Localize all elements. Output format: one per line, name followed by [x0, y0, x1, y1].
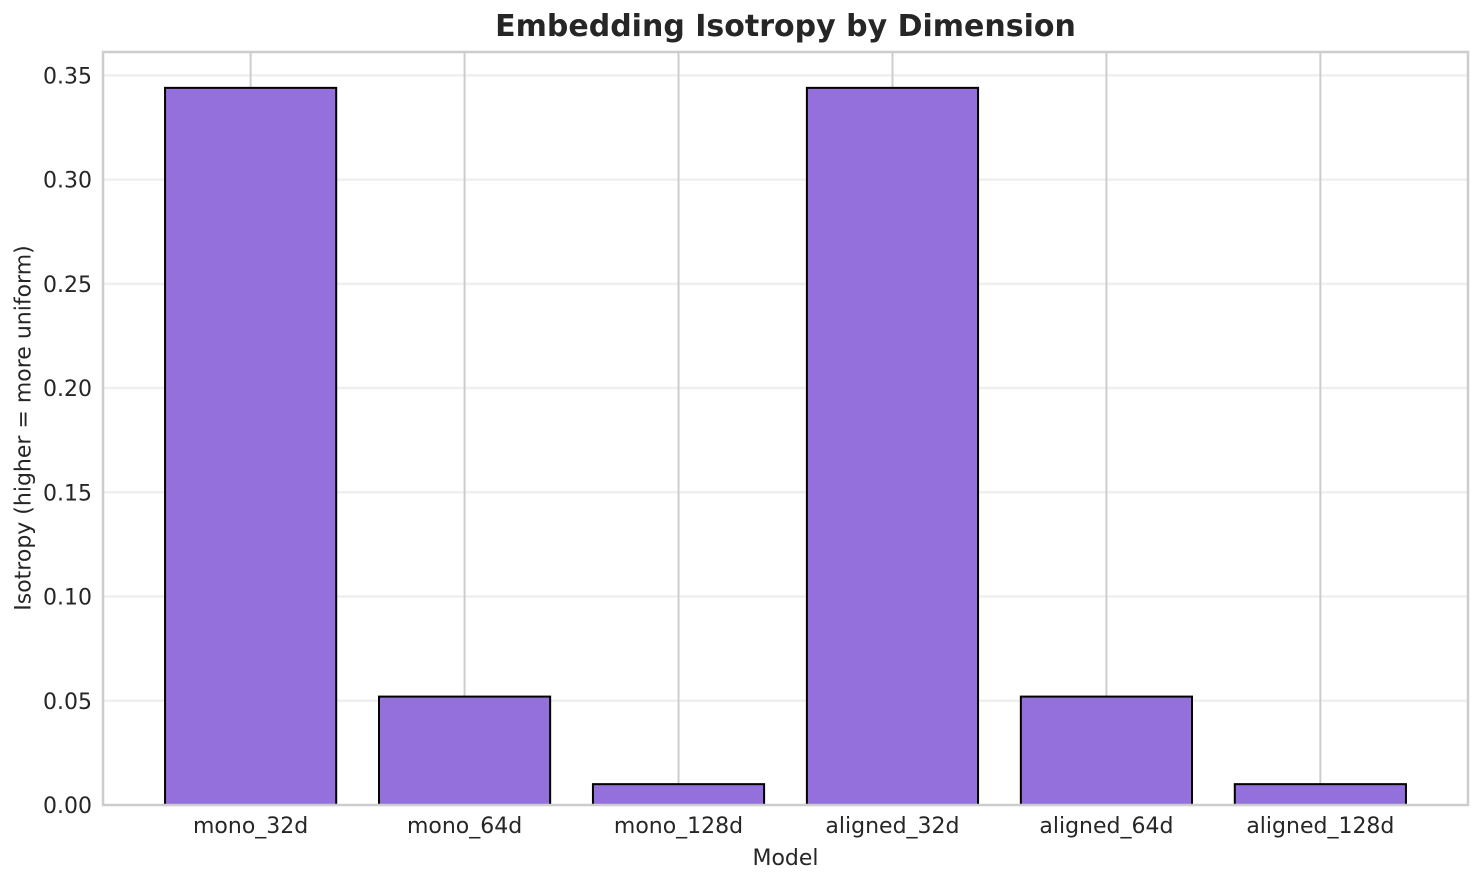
bar-mono_64d — [377, 695, 552, 806]
y-tick-label: 0.15 — [43, 481, 92, 506]
y-tick-label: 0.35 — [43, 64, 92, 89]
bar-aligned_32d — [805, 86, 980, 807]
y-tick-label: 0.00 — [43, 794, 92, 819]
bar-mono_128d — [591, 783, 766, 807]
x-tick-label: mono_128d — [614, 814, 743, 839]
y-tick-label: 0.25 — [43, 273, 92, 298]
x-tick-label: aligned_32d — [825, 814, 959, 839]
x-tick-label: aligned_128d — [1246, 814, 1394, 839]
x-tick-label: mono_64d — [407, 814, 522, 839]
bar-mono_32d — [164, 86, 338, 807]
plot-border — [101, 50, 1470, 807]
x-axis-label: Model — [752, 846, 819, 871]
y-tick-label: 0.30 — [43, 169, 92, 194]
y-tick-label: 0.20 — [43, 377, 92, 402]
y-tick-label: 0.05 — [43, 690, 92, 715]
bar-aligned_128d — [1233, 783, 1407, 807]
y-axis-label: Isotropy (higher = more uniform) — [11, 245, 37, 611]
x-tick-label: mono_32d — [193, 814, 308, 839]
y-tick-label: 0.10 — [43, 586, 92, 611]
x-tick-label: aligned_64d — [1039, 814, 1173, 839]
chart-title: Embedding Isotropy by Dimension — [495, 9, 1076, 44]
bar-aligned_64d — [1019, 695, 1194, 806]
